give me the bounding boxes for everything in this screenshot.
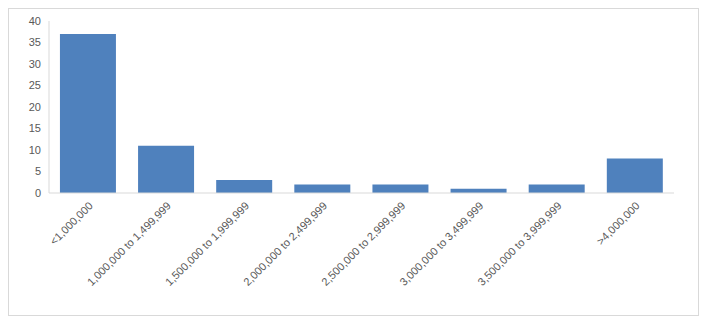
- svg-text:25: 25: [29, 79, 41, 91]
- svg-text:1,000,000 to 1,499,999: 1,000,000 to 1,499,999: [85, 199, 174, 288]
- svg-text:0: 0: [35, 187, 41, 199]
- svg-text:35: 35: [29, 36, 41, 48]
- svg-text:15: 15: [29, 122, 41, 134]
- svg-text:<1,000,000: <1,000,000: [47, 199, 95, 247]
- svg-text:>4,000,000: >4,000,000: [594, 199, 642, 247]
- svg-text:20: 20: [29, 101, 41, 113]
- svg-text:1,500,000 to 1,999,999: 1,500,000 to 1,999,999: [163, 199, 252, 288]
- svg-text:2,500,000 to 2,999,999: 2,500,000 to 2,999,999: [319, 199, 408, 288]
- svg-text:40: 40: [29, 15, 41, 27]
- svg-text:10: 10: [29, 144, 41, 156]
- svg-text:30: 30: [29, 58, 41, 70]
- svg-text:2,000,000 to 2,499,999: 2,000,000 to 2,499,999: [241, 199, 330, 288]
- svg-text:3,500,000 to 3,999,999: 3,500,000 to 3,999,999: [475, 199, 564, 288]
- svg-text:3,000,000 to 3,499,999: 3,000,000 to 3,499,999: [397, 199, 486, 288]
- svg-text:5: 5: [35, 165, 41, 177]
